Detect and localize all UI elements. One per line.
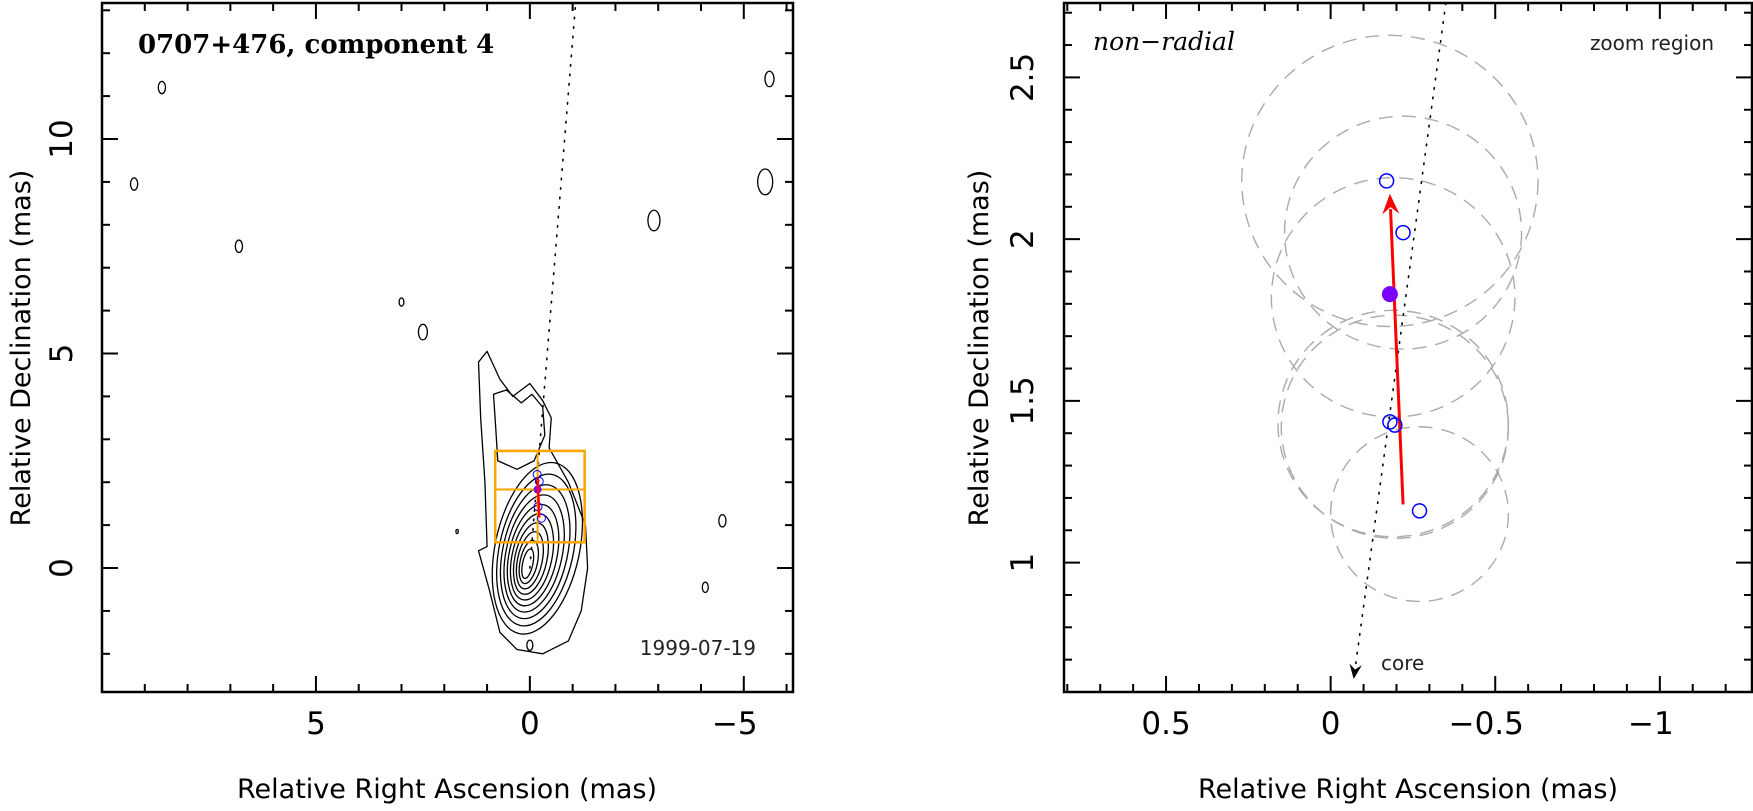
- noise-contour-island: [757, 168, 774, 196]
- left-y-tick-label: 0: [44, 558, 80, 578]
- left-x-tick-label: 0: [520, 706, 540, 742]
- core-contour: [515, 531, 545, 590]
- velocity-arrow-head: [1382, 193, 1400, 215]
- velocity-arrow-shaft: [1389, 209, 1405, 505]
- component-size-circle: [1241, 34, 1539, 328]
- component-position-point: [1395, 224, 1411, 241]
- component-position-point: [1378, 173, 1395, 189]
- component-size-circle: [1329, 426, 1510, 603]
- noise-contour-island: [718, 513, 727, 528]
- noise-contour-island: [234, 239, 244, 254]
- right-y-tick-label: 2: [1005, 229, 1041, 249]
- right-x-tick-label: −0.5: [1449, 706, 1524, 742]
- component-size-circle: [1270, 176, 1516, 418]
- contour-group: [129, 70, 775, 655]
- right-x-axis-title: Relative Right Ascension (mas): [1198, 774, 1618, 805]
- noise-contour-island: [647, 209, 661, 232]
- noise-contour-island: [701, 581, 709, 594]
- right-x-tick-label: 0.5: [1141, 706, 1190, 742]
- left-x-tick-label: −5: [712, 706, 758, 742]
- left-y-tick-label: 5: [44, 344, 80, 364]
- left-panel-contour-map: 0707+476, component 4 1999-07-19 Relativ…: [6, 1, 795, 805]
- right-frame: [1062, 1, 1753, 694]
- velocity-arrow-head: [535, 476, 541, 482]
- noise-contour-island: [764, 70, 775, 88]
- epoch-date-label: 1999-07-19: [640, 636, 756, 660]
- right-plot-area: [1241, 3, 1539, 680]
- noise-contour-island: [398, 297, 405, 307]
- noise-contour-island: [417, 323, 429, 341]
- component-point: [536, 513, 546, 523]
- left-y-axis-title: Relative Declination (mas): [6, 170, 37, 527]
- left-panel-title: 0707+476, component 4: [138, 30, 494, 60]
- component-position-point: [1411, 503, 1428, 519]
- extended-contour: [477, 350, 589, 655]
- core-contour: [506, 503, 560, 607]
- right-panel-zoom: non−radial zoom region core Relative Rig…: [964, 1, 1753, 805]
- right-y-axis-title: Relative Declination (mas): [964, 170, 995, 527]
- core-contour: [499, 484, 571, 620]
- zoom-region-label: zoom region: [1590, 31, 1714, 55]
- core-direction-arrowhead: [1349, 663, 1362, 680]
- noise-contour-island: [526, 639, 534, 652]
- velocity-arrow-shaft: [536, 480, 541, 518]
- noise-contour-island: [455, 528, 459, 535]
- non-radial-label: non−radial: [1093, 27, 1235, 56]
- core-contour: [518, 539, 540, 585]
- noise-contour-island: [157, 80, 167, 95]
- core-contour: [503, 494, 565, 613]
- mean-position-point: [1381, 286, 1398, 303]
- jet-axis-dotted-line: [1352, 3, 1447, 680]
- zoom-region-box: [493, 449, 586, 544]
- noise-contour-island: [129, 177, 139, 191]
- left-frame: [100, 1, 795, 694]
- right-y-tick-label: 1: [1005, 553, 1041, 573]
- right-y-tick-label: 2.5: [1005, 53, 1041, 102]
- left-y-tick-label: 10: [44, 119, 80, 158]
- component-position-point: [1387, 417, 1403, 433]
- right-x-tick-label: 0: [1321, 706, 1341, 742]
- left-x-axis-title: Relative Right Ascension (mas): [237, 774, 657, 805]
- extended-contour: [492, 389, 546, 470]
- left-x-tick-label: 5: [306, 706, 326, 742]
- right-x-tick-label: −1: [1628, 706, 1674, 742]
- component-position-point: [1382, 414, 1398, 430]
- core-label: core: [1381, 651, 1424, 675]
- right-y-tick-label: 1.5: [1005, 376, 1041, 425]
- component-size-circle: [1277, 309, 1510, 538]
- component-point: [534, 476, 544, 486]
- component-size-circle: [1283, 115, 1523, 350]
